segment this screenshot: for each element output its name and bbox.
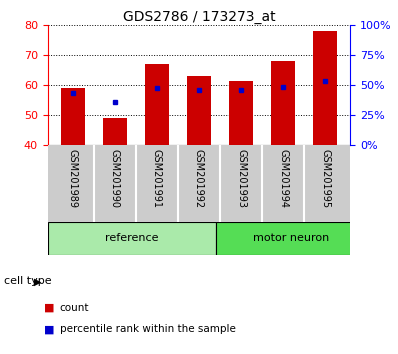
Bar [145,64,168,145]
Title: GDS2786 / 173273_at: GDS2786 / 173273_at [123,10,275,24]
Text: cell type: cell type [4,276,52,286]
Bar [230,80,253,145]
Bar [103,118,127,145]
Text: percentile rank within the sample: percentile rank within the sample [60,324,236,334]
Bar [48,222,216,255]
Text: GSM201992: GSM201992 [194,149,204,208]
Bar [187,76,211,145]
Text: GSM201989: GSM201989 [68,149,78,208]
Bar [216,222,367,255]
Text: count: count [60,303,89,313]
Bar [61,88,84,145]
Text: ■: ■ [44,324,54,334]
Text: reference: reference [105,233,158,244]
Text: GSM201993: GSM201993 [236,149,246,208]
Text: ▶: ▶ [34,276,41,286]
Text: GSM201995: GSM201995 [320,149,330,208]
Text: GSM201994: GSM201994 [278,149,288,208]
Text: GSM201990: GSM201990 [110,149,120,208]
Bar [271,61,295,145]
Bar [314,31,337,145]
Text: GSM201991: GSM201991 [152,149,162,208]
Text: ■: ■ [44,303,54,313]
Text: motor neuron: motor neuron [253,233,330,244]
